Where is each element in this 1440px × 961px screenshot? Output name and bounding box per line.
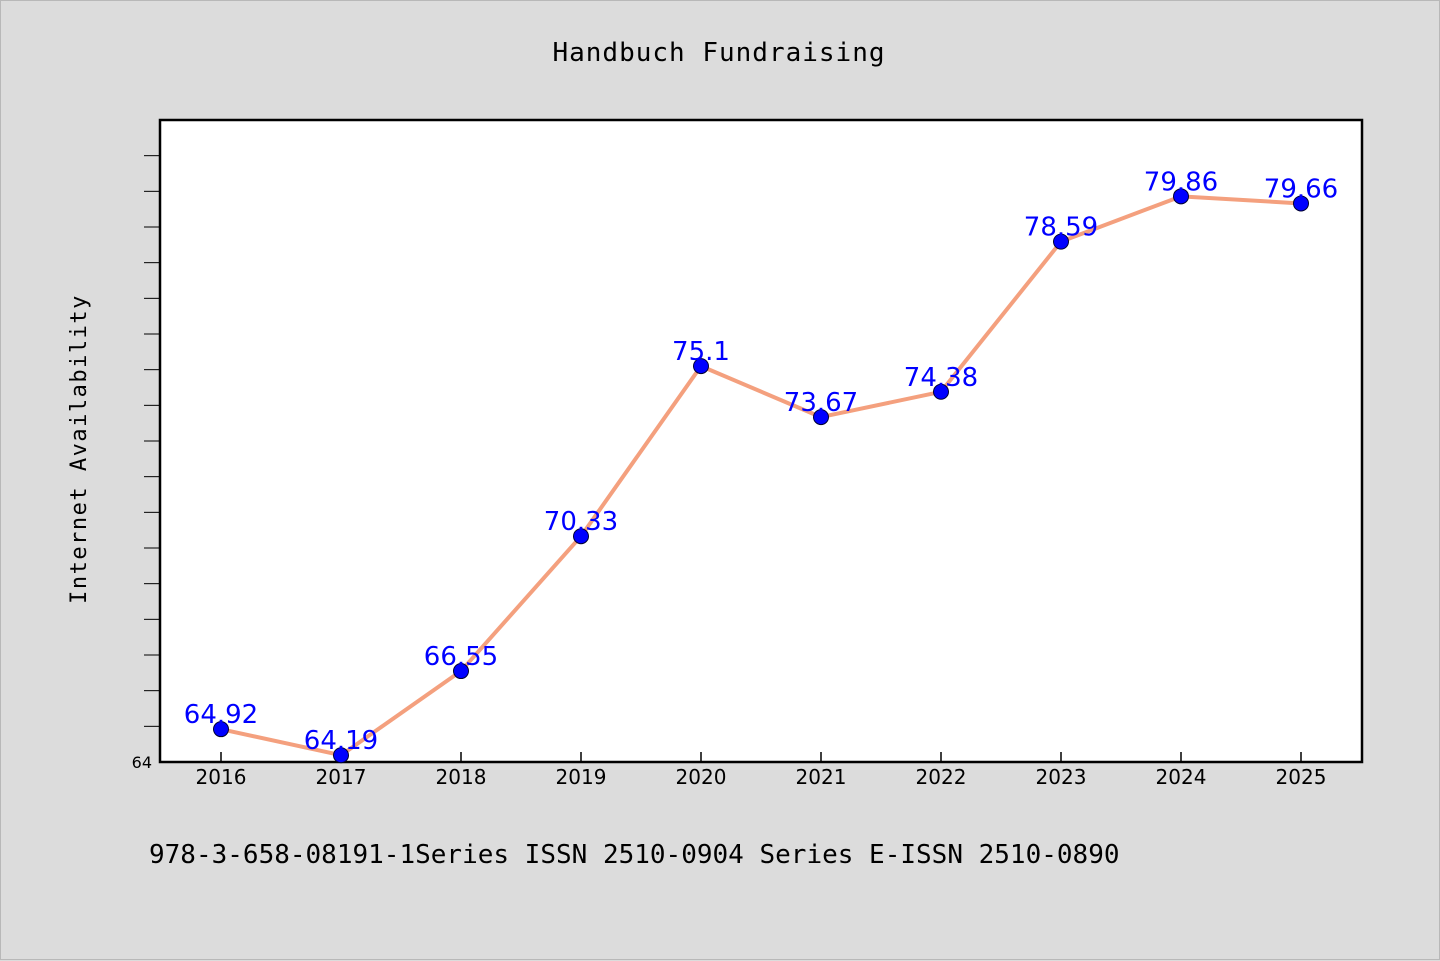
x-tick-label: 2025 bbox=[1276, 765, 1327, 789]
data-point bbox=[333, 747, 349, 764]
data-label: 64.19 bbox=[304, 726, 378, 756]
x-tick-label: 2017 bbox=[316, 765, 367, 789]
x-tick-label: 2024 bbox=[1156, 765, 1207, 789]
y-axis-ticks: 64 bbox=[132, 155, 160, 772]
x-tick-label: 2018 bbox=[436, 765, 487, 789]
x-tick-label: 2020 bbox=[676, 765, 727, 789]
data-label: 70.33 bbox=[544, 507, 618, 537]
data-point bbox=[453, 663, 469, 680]
data-point bbox=[1293, 195, 1309, 212]
data-label: 73.67 bbox=[784, 388, 858, 418]
series-line bbox=[219, 194, 1303, 758]
x-tick-label: 2016 bbox=[196, 765, 247, 789]
data-label: 78.59 bbox=[1024, 213, 1098, 243]
x-axis-ticks: 2016 2017 2018 2019 2020 2021 2022 2023 2024 2025 bbox=[196, 752, 1327, 789]
y-tick-label: 64 bbox=[132, 753, 152, 772]
data-label: 79.86 bbox=[1144, 167, 1218, 197]
footer-isbn-text: 978-3-658-08191-1Series ISSN 2510-0904 S… bbox=[149, 840, 1120, 870]
data-point bbox=[1053, 233, 1069, 250]
data-point bbox=[573, 528, 589, 545]
data-label: 66.55 bbox=[424, 642, 498, 672]
data-labels: 64.92 64.19 66.55 70.33 75.1 73.67 74.38 78.59 7… bbox=[184, 167, 1338, 756]
plot-area bbox=[158, 118, 1364, 764]
data-label: 74.38 bbox=[904, 363, 978, 393]
chart-title: Handbuch Fundraising bbox=[552, 38, 885, 68]
data-point bbox=[933, 383, 949, 400]
data-label: 79.66 bbox=[1264, 174, 1338, 204]
x-tick-label: 2019 bbox=[556, 765, 607, 789]
x-tick-label: 2022 bbox=[916, 765, 967, 789]
x-tick-label: 2021 bbox=[796, 765, 847, 789]
data-point bbox=[1173, 188, 1189, 205]
x-tick-label: 2023 bbox=[1036, 765, 1087, 789]
data-point bbox=[813, 409, 829, 426]
data-label: 75.1 bbox=[672, 337, 730, 367]
data-point bbox=[213, 721, 229, 738]
data-label: 64.92 bbox=[184, 700, 258, 730]
y-axis-label: Internet Availability bbox=[67, 294, 92, 604]
data-points bbox=[213, 188, 1309, 764]
data-point bbox=[693, 358, 709, 375]
